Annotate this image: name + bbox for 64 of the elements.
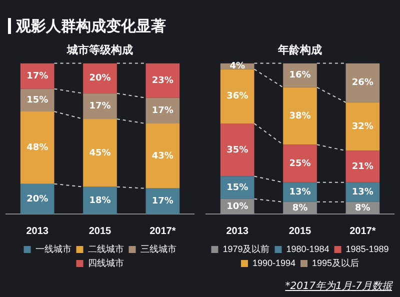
x-tick-label: 2015 xyxy=(88,226,112,237)
x-tick-label: 2015 xyxy=(288,226,312,237)
legend-label: 1985-1989 xyxy=(346,244,389,254)
bar xyxy=(220,69,254,124)
bar xyxy=(83,186,117,214)
bar xyxy=(346,102,380,151)
legend-label: 一线城市 xyxy=(35,244,72,254)
x-tick-label: 2013 xyxy=(226,226,249,237)
data-label: 38% xyxy=(289,111,311,122)
data-label: 36% xyxy=(226,92,248,102)
bar xyxy=(20,63,54,89)
data-label: 21% xyxy=(352,162,374,172)
legend-label: 三线城市 xyxy=(140,244,176,254)
x-tick-label: 2017* xyxy=(150,226,176,237)
data-label: 32% xyxy=(352,122,374,132)
data-label: 45% xyxy=(89,148,111,158)
chart-title: 年龄构成 xyxy=(277,44,322,57)
data-label: 13% xyxy=(289,187,311,198)
data-label: 20% xyxy=(26,194,48,204)
legend-label: 1990-1994 xyxy=(252,258,296,268)
x-tick-label: 2013 xyxy=(26,226,49,237)
data-label: 20% xyxy=(89,74,111,84)
data-label: 4% xyxy=(230,62,245,72)
x-tick-label: 2017* xyxy=(350,226,376,237)
data-label: 8% xyxy=(292,203,308,214)
data-label: 25% xyxy=(289,158,311,169)
data-label: 10% xyxy=(226,202,248,212)
bar xyxy=(83,63,117,94)
bar xyxy=(283,144,317,182)
data-label: 35% xyxy=(226,145,248,156)
data-label: 15% xyxy=(226,182,248,193)
bar xyxy=(20,111,54,184)
legend-label: 1980-1984 xyxy=(286,244,330,254)
bar xyxy=(346,63,380,102)
data-label: 13% xyxy=(352,187,374,198)
bar xyxy=(220,124,254,176)
text: *2017年为1月-7月数据 xyxy=(285,280,392,293)
data-label: 17% xyxy=(26,71,48,82)
bar xyxy=(146,98,180,124)
data-label: 18% xyxy=(89,196,111,206)
data-label: 16% xyxy=(289,70,311,81)
data-label: 23% xyxy=(152,76,174,86)
legend-label: 二线城市 xyxy=(88,244,124,254)
data-label: 17% xyxy=(152,196,174,207)
chart-title: 城市等级构成 xyxy=(66,44,133,57)
bar xyxy=(146,63,180,98)
bar xyxy=(146,188,180,214)
data-label: 8% xyxy=(355,203,370,214)
bar xyxy=(146,124,180,188)
bar xyxy=(83,118,117,187)
text: 观影人群构成变化显著 xyxy=(8,17,166,35)
bar xyxy=(283,87,317,145)
data-label: 43% xyxy=(152,151,174,162)
legend-label: 四线城市 xyxy=(88,258,124,268)
data-label: 48% xyxy=(26,142,48,153)
data-label: 15% xyxy=(26,95,48,106)
bar xyxy=(346,150,380,182)
legend-label: 1995及以后 xyxy=(312,258,360,268)
bar xyxy=(83,93,117,119)
data-label: 17% xyxy=(89,102,111,112)
data-label: 17% xyxy=(152,106,174,116)
bar xyxy=(20,184,54,214)
data-label: 26% xyxy=(352,78,374,88)
legend-label: 1979及以前 xyxy=(222,244,270,254)
